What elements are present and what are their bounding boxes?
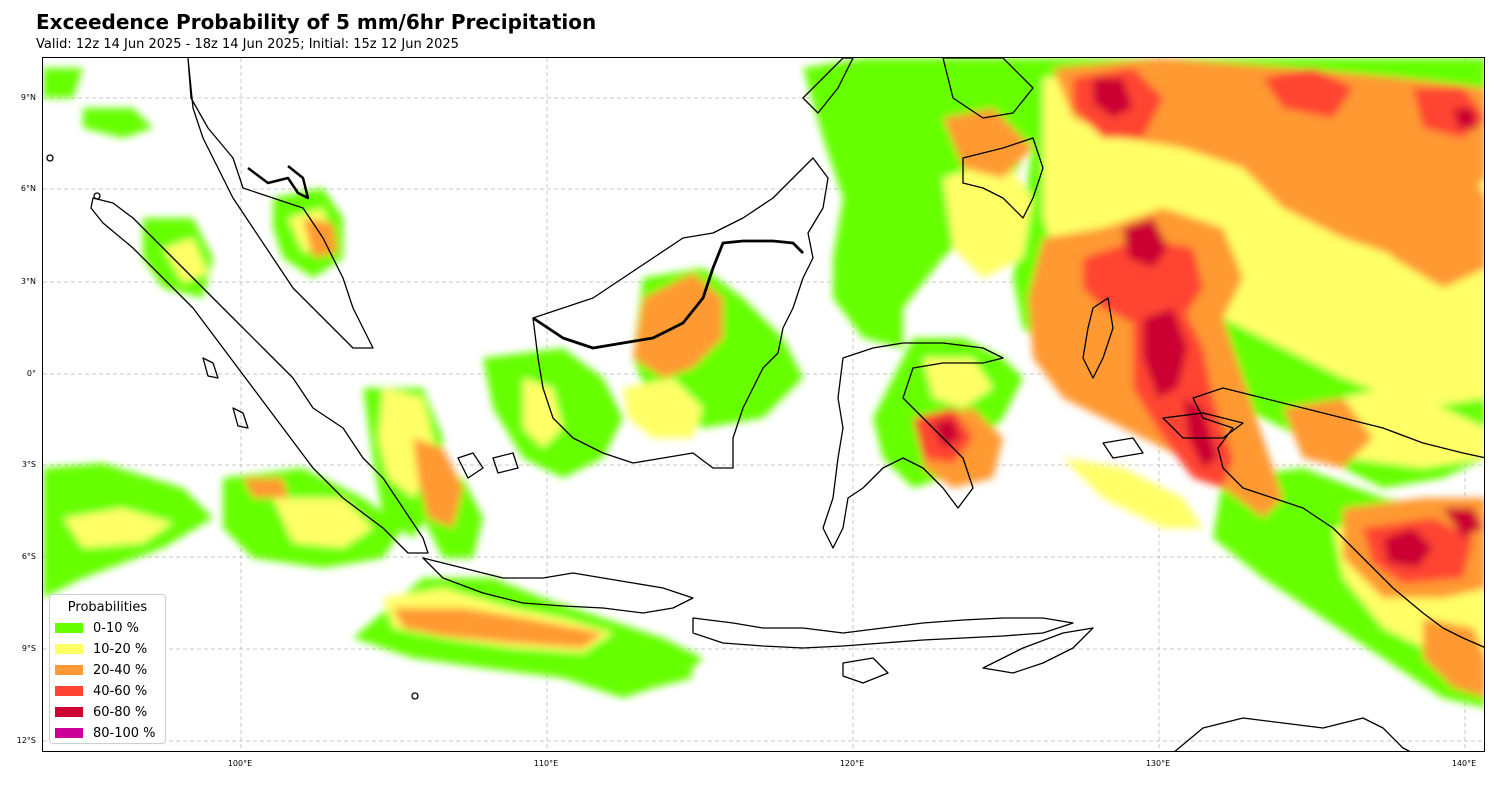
mindanao-outline	[962, 137, 1044, 219]
lon-label-100e: 100°E	[227, 759, 253, 768]
legend-item: 20-40 %	[55, 662, 147, 678]
lat-label-3n: 3°N	[20, 277, 36, 286]
lat-label-12s: 12°S	[16, 736, 36, 745]
lon-label-120e: 120°E	[839, 759, 865, 768]
legend-item: 80-100 %	[55, 725, 156, 741]
island	[93, 192, 101, 200]
philippines-north-outline	[942, 58, 1034, 119]
lon-label-140e: 140°E	[1451, 759, 1477, 768]
lat-label-6s: 6°S	[21, 552, 36, 561]
island	[46, 154, 54, 162]
buru-outline	[1102, 437, 1144, 459]
coastlines	[46, 58, 1484, 751]
sulawesi-outline	[822, 342, 1004, 549]
thai-border	[247, 165, 310, 200]
sumba-outline	[842, 657, 889, 684]
sumatra-outline	[90, 197, 429, 554]
legend-label: 60-80 %	[93, 704, 148, 720]
bangka-outline	[457, 452, 484, 479]
borneo-border	[532, 239, 804, 350]
legend-swatch	[55, 623, 83, 633]
legend-title: Probabilities	[67, 600, 148, 615]
legend-item: 0-10 %	[55, 620, 139, 636]
palawan-outline	[802, 58, 854, 114]
malay-peninsula-outline	[187, 58, 374, 349]
legend-label: 10-20 %	[93, 641, 148, 657]
legend-label: 20-40 %	[93, 662, 148, 678]
timor-outline	[982, 627, 1094, 674]
lat-label-9s: 9°S	[21, 644, 36, 653]
lon-label-130e: 130°E	[1145, 759, 1171, 768]
legend-label: 80-100 %	[93, 725, 156, 741]
chart-title: Exceedence Probability of 5 mm/6hr Preci…	[36, 10, 597, 34]
island	[411, 692, 419, 700]
legend: Probabilities 0-10 % 10-20 % 20-40 % 40-…	[49, 594, 166, 744]
nias-outline	[202, 357, 219, 379]
halmahera-outline	[1082, 297, 1114, 379]
legend-item: 40-60 %	[55, 683, 147, 699]
borneo-outline	[532, 157, 829, 469]
map-panel[interactable]	[42, 57, 1485, 752]
belitung-outline	[492, 452, 519, 474]
seram-outline	[1162, 412, 1244, 439]
precipitation-map	[43, 58, 1484, 751]
probability-field	[43, 58, 1484, 708]
legend-item: 10-20 %	[55, 641, 147, 657]
legend-swatch	[55, 707, 83, 717]
lat-label-9n: 9°N	[20, 93, 36, 102]
lon-label-110e: 110°E	[533, 759, 559, 768]
lat-label-0: 0°	[26, 369, 36, 378]
legend-swatch	[55, 644, 83, 654]
lesser-sunda-outline	[692, 617, 1074, 649]
australia-outline	[1174, 717, 1411, 751]
legend-swatch	[55, 686, 83, 696]
lat-label-3s: 3°S	[21, 460, 36, 469]
lat-label-6n: 6°N	[20, 184, 36, 193]
legend-item: 60-80 %	[55, 704, 147, 720]
legend-swatch	[55, 665, 83, 675]
chart-subtitle: Valid: 12z 14 Jun 2025 - 18z 14 Jun 2025…	[36, 37, 459, 52]
legend-label: 40-60 %	[93, 683, 148, 699]
new-guinea-outline	[1192, 387, 1484, 648]
legend-label: 0-10 %	[93, 620, 139, 636]
java-outline	[422, 557, 694, 614]
legend-swatch	[55, 728, 83, 738]
mentawai-outline	[232, 407, 249, 429]
